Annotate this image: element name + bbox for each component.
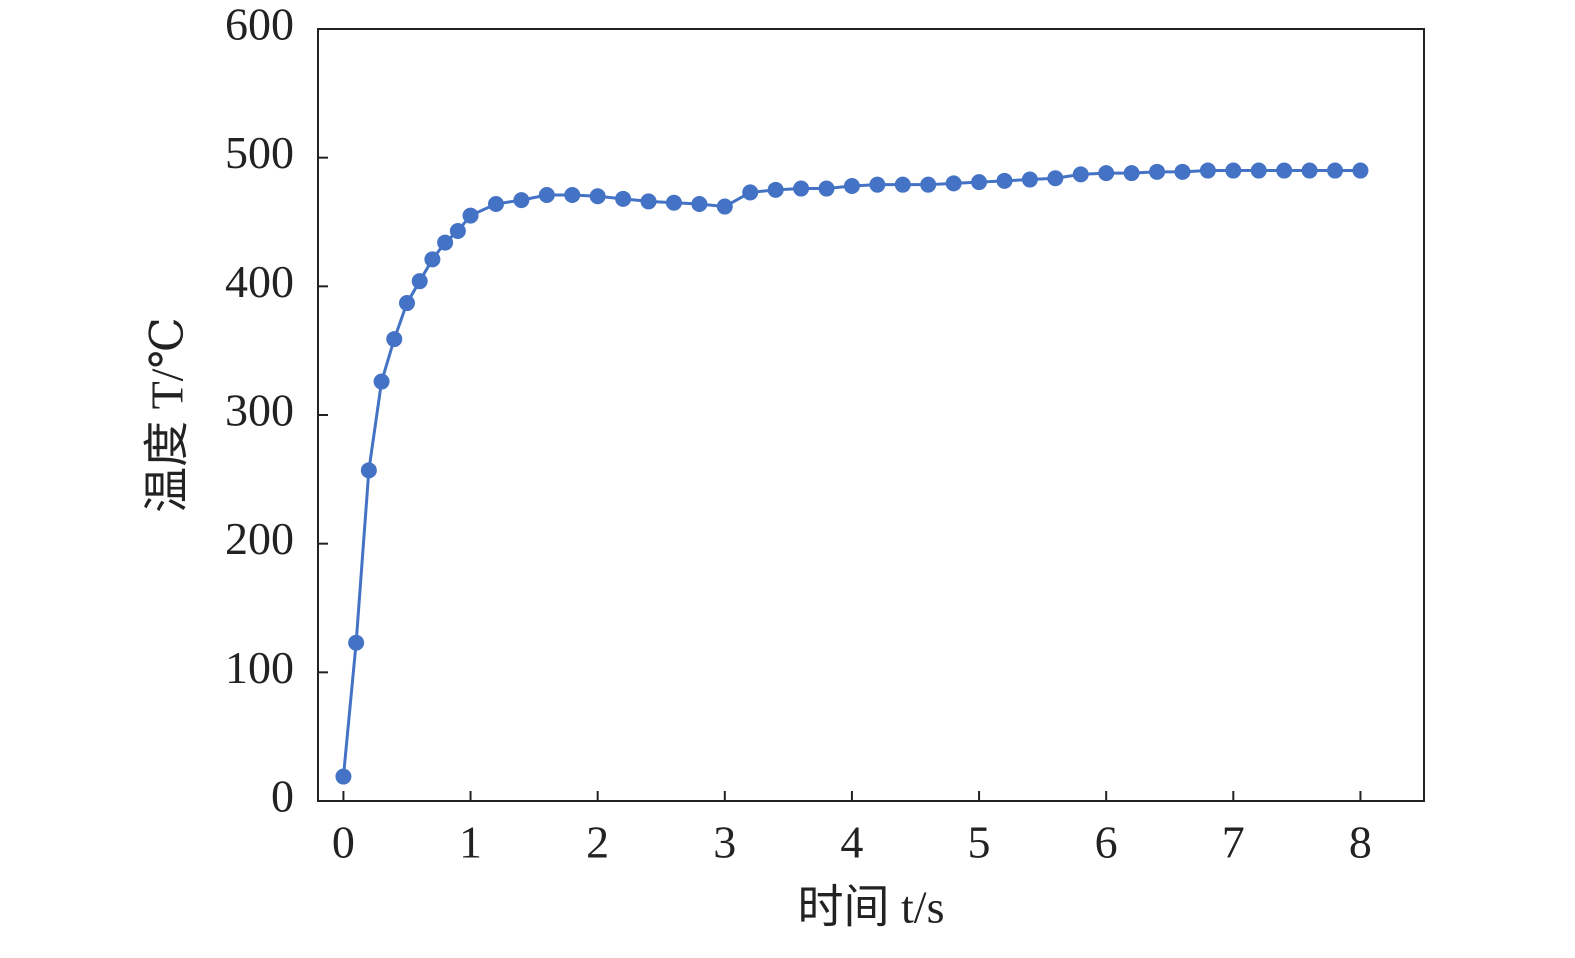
data-point	[691, 195, 708, 212]
data-point	[360, 462, 377, 479]
data-point	[373, 373, 390, 390]
data-point	[462, 207, 479, 224]
data-point	[564, 186, 581, 203]
data-point	[1225, 162, 1242, 179]
data-point	[1276, 162, 1293, 179]
plot-frame	[317, 28, 1425, 802]
data-point	[1123, 165, 1140, 182]
data-point	[1199, 162, 1216, 179]
data-point	[843, 177, 860, 194]
x-tick-label: 7	[1222, 817, 1245, 868]
data-point	[487, 195, 504, 212]
y-tick-label: 300	[225, 385, 294, 436]
x-tick-label: 1	[459, 817, 482, 868]
y-tick-label: 200	[225, 513, 294, 564]
series-line	[341, 169, 1361, 777]
data-point	[1327, 162, 1344, 179]
data-point	[716, 198, 733, 215]
data-point	[996, 172, 1013, 189]
data-point	[1352, 162, 1369, 179]
x-tick-label: 4	[840, 817, 863, 868]
data-point	[437, 234, 454, 251]
data-point	[665, 194, 682, 211]
y-axis-label: 温度 T/℃	[142, 317, 193, 513]
data-point	[348, 634, 365, 651]
x-tick-label: 5	[968, 817, 991, 868]
data-point	[335, 768, 352, 785]
y-tick-label: 100	[225, 642, 294, 693]
data-point	[386, 331, 403, 348]
data-point	[894, 176, 911, 193]
y-tick-label: 0	[271, 771, 294, 822]
data-point	[640, 193, 657, 210]
data-point	[971, 174, 988, 191]
data-point	[538, 186, 555, 203]
x-axis-label: 时间 t/s	[798, 882, 945, 933]
data-point	[1021, 171, 1038, 188]
x-tick-label: 2	[586, 817, 609, 868]
data-point	[869, 176, 886, 193]
data-point	[589, 188, 606, 205]
data-point	[1098, 165, 1115, 182]
data-point	[1301, 162, 1318, 179]
data-point	[818, 180, 835, 197]
data-point	[398, 295, 415, 312]
y-tick-label: 500	[225, 127, 294, 178]
data-point	[945, 175, 962, 192]
x-tick-label: 3	[713, 817, 736, 868]
data-point	[1250, 162, 1267, 179]
data-point	[615, 190, 632, 207]
data-point	[920, 176, 937, 193]
data-point	[767, 181, 784, 198]
data-point	[424, 251, 441, 268]
x-tick-label: 6	[1095, 817, 1118, 868]
data-point	[411, 273, 428, 290]
data-point	[513, 192, 530, 209]
data-point	[1072, 166, 1089, 183]
data-point	[449, 223, 466, 240]
data-point	[1047, 170, 1064, 187]
y-tick-label: 400	[225, 256, 294, 307]
data-point	[1149, 163, 1166, 180]
data-point	[793, 180, 810, 197]
x-tick-label: 0	[332, 817, 355, 868]
data-point	[1174, 163, 1191, 180]
x-tick-label: 8	[1349, 817, 1372, 868]
y-tick-label: 600	[225, 0, 294, 50]
data-point	[742, 184, 759, 201]
